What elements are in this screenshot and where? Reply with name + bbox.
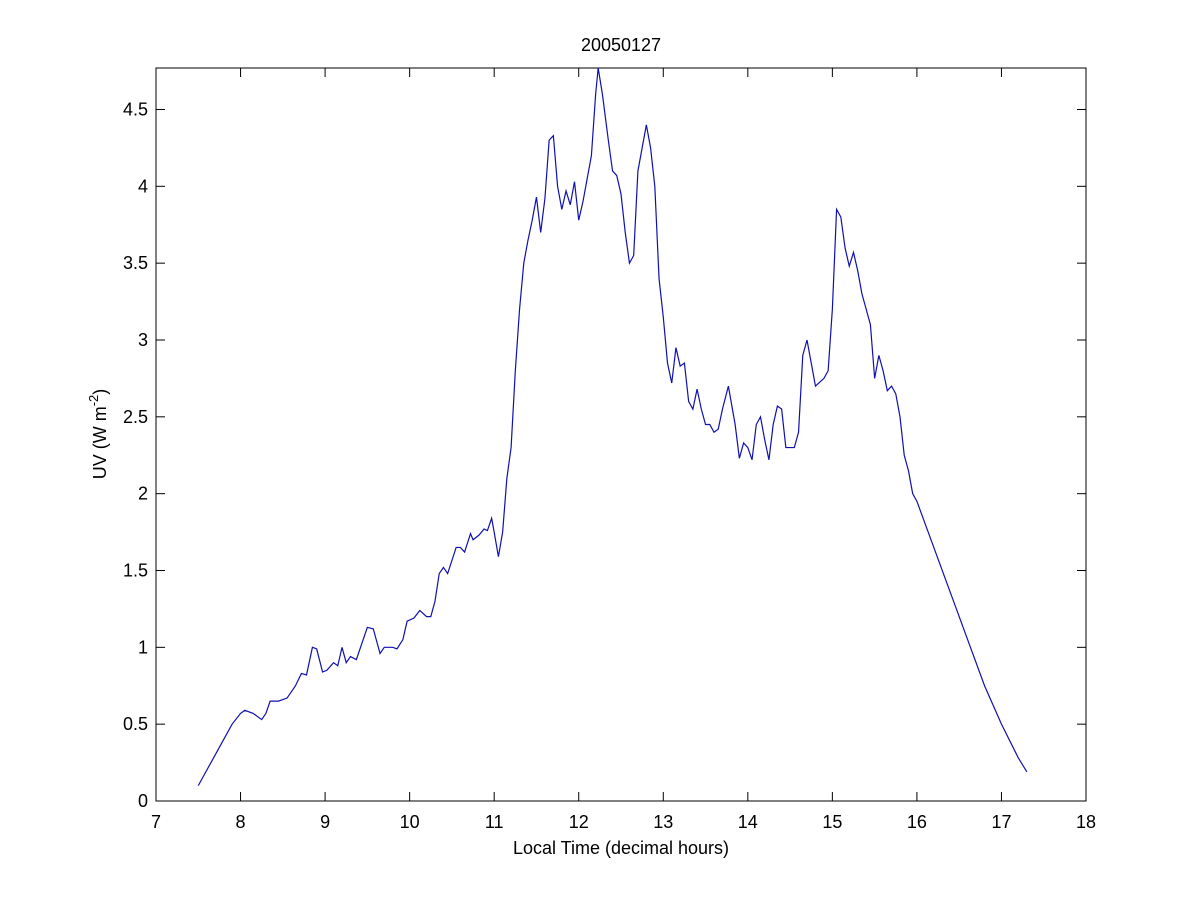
y-tick-label: 1.5 [123,560,148,580]
x-tick-label: 9 [320,812,330,832]
y-tick-label: 4.5 [123,99,148,119]
plot-box [155,67,1087,802]
x-tick-label: 8 [236,812,246,832]
y-tick-label: 3.5 [123,253,148,273]
x-tick-label: 13 [653,812,673,832]
y-tick-label: 3 [138,330,148,350]
x-tick-label: 7 [151,812,161,832]
x-tick-label: 18 [1076,812,1096,832]
x-tick-label: 15 [822,812,842,832]
x-tick-label: 11 [485,812,504,832]
y-tick-label: 4 [138,176,148,196]
y-tick-label: 1 [138,637,148,657]
y-label-text: UV (W m [90,406,110,479]
chart-title: 20050127 [581,35,661,55]
y-tick-label: 2 [138,484,148,504]
x-tick-label: 12 [569,812,589,832]
x-axis-label: Local Time (decimal hours) [513,838,729,858]
x-tick-label: 16 [907,812,927,832]
y-tick-label: 0 [138,791,148,811]
x-tick-label: 17 [991,812,1011,832]
x-tick-label: 14 [738,812,758,832]
y-axis-label: UV (W m-2) [86,389,110,480]
y-tick-label: 2.5 [123,407,148,427]
y-label-sup: -2 [86,395,101,407]
y-label-text: ) [90,389,110,395]
data-line [197,67,1028,786]
y-tick-label: 0.5 [123,714,148,734]
x-tick-label: 10 [400,812,420,832]
